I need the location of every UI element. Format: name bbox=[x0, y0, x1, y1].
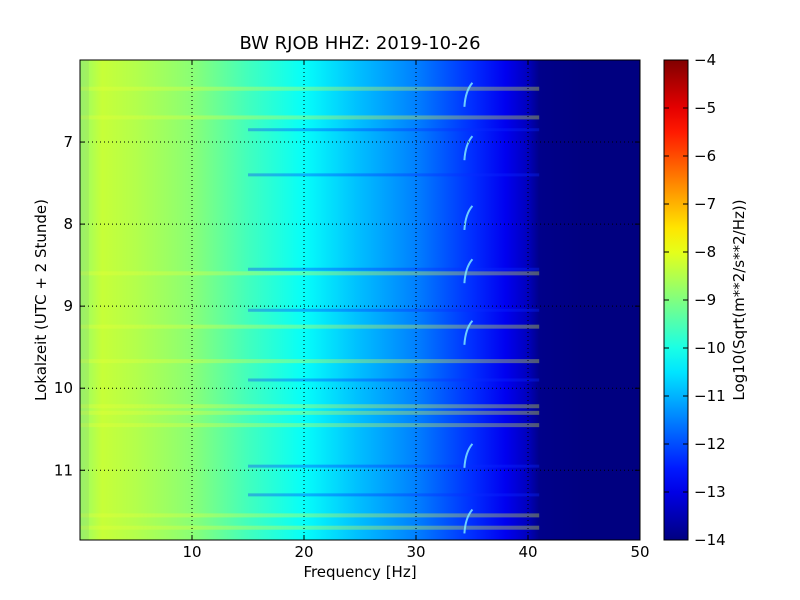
x-axis-label: Frequency [Hz] bbox=[303, 563, 416, 581]
curved-feature bbox=[463, 258, 474, 284]
spectrogram-image bbox=[80, 60, 640, 540]
colorbar-tick-label: −4 bbox=[694, 51, 716, 69]
dark-band bbox=[248, 464, 540, 468]
bright-band bbox=[80, 410, 540, 415]
x-tick-label: 30 bbox=[406, 543, 425, 561]
colorbar: −4 −5 −6 −7 −8 −9 −10 −11 −12 −13 −14 Log10(Sqrt(m… bbox=[663, 51, 748, 549]
bright-band bbox=[80, 115, 540, 120]
dark-band bbox=[248, 493, 540, 497]
curved-feature bbox=[463, 443, 474, 468]
bright-band bbox=[80, 359, 540, 364]
plot-frame bbox=[79, 59, 641, 541]
colorbar-tick-label: −13 bbox=[694, 483, 726, 501]
x-tick-label: 10 bbox=[182, 543, 201, 561]
colorbar-tick-label: −7 bbox=[694, 195, 716, 213]
grid-lines bbox=[80, 60, 640, 540]
colorbar-tick-label: −14 bbox=[694, 531, 726, 549]
y-tick-label: 11 bbox=[54, 461, 73, 479]
dark-band bbox=[248, 128, 540, 132]
bright-band bbox=[80, 423, 540, 428]
spectrogram-bands bbox=[80, 60, 540, 540]
bright-band bbox=[80, 404, 540, 409]
colorbar-tick-label: −6 bbox=[694, 147, 716, 165]
y-tick-label: 8 bbox=[63, 215, 73, 233]
colorbar-tick-label: −8 bbox=[694, 243, 716, 261]
x-tick-label: 20 bbox=[294, 543, 313, 561]
curved-feature bbox=[463, 320, 474, 345]
y-axis-label: Lokalzeit (UTC + 2 Stunde) bbox=[32, 199, 50, 401]
colorbar-tick-label: −11 bbox=[694, 387, 726, 405]
x-tick-label: 40 bbox=[518, 543, 537, 561]
bright-band bbox=[80, 86, 540, 91]
y-tick-label: 9 bbox=[63, 297, 73, 315]
plot-area: 10 20 30 40 50 7 8 9 10 11 bbox=[54, 59, 650, 561]
colorbar-tick-label: −12 bbox=[694, 435, 726, 453]
colorbar-tick-label: −9 bbox=[694, 291, 716, 309]
low-frequency-edge bbox=[80, 60, 89, 540]
dark-band bbox=[248, 173, 540, 177]
x-tick-label: 50 bbox=[630, 543, 649, 561]
bright-band bbox=[80, 271, 540, 276]
spectral-features bbox=[463, 82, 474, 534]
curved-feature bbox=[463, 82, 474, 107]
y-tick-label: 7 bbox=[63, 133, 73, 151]
chart-title: BW RJOB HHZ: 2019-10-26 bbox=[239, 33, 480, 54]
colorbar-label: Log10(Sqrt(m**2/s**2/Hz)) bbox=[730, 199, 748, 400]
curved-feature bbox=[463, 205, 474, 230]
dark-band bbox=[248, 308, 540, 312]
y-axis: 7 8 9 10 11 bbox=[54, 133, 640, 479]
y-tick-label: 10 bbox=[54, 379, 73, 397]
bright-band bbox=[80, 525, 540, 530]
bright-band bbox=[80, 513, 540, 518]
curved-feature bbox=[463, 135, 474, 161]
curved-feature bbox=[463, 508, 474, 534]
dark-band bbox=[248, 378, 540, 382]
x-axis: 10 20 30 40 50 bbox=[182, 60, 650, 561]
colorbar-tick-label: −10 bbox=[694, 339, 726, 357]
dark-band bbox=[248, 267, 540, 271]
colorbar-ticks: −4 −5 −6 −7 −8 −9 −10 −11 −12 −13 −14 bbox=[664, 51, 726, 549]
bright-band bbox=[80, 324, 540, 329]
colorbar-tick-label: −5 bbox=[694, 99, 716, 117]
